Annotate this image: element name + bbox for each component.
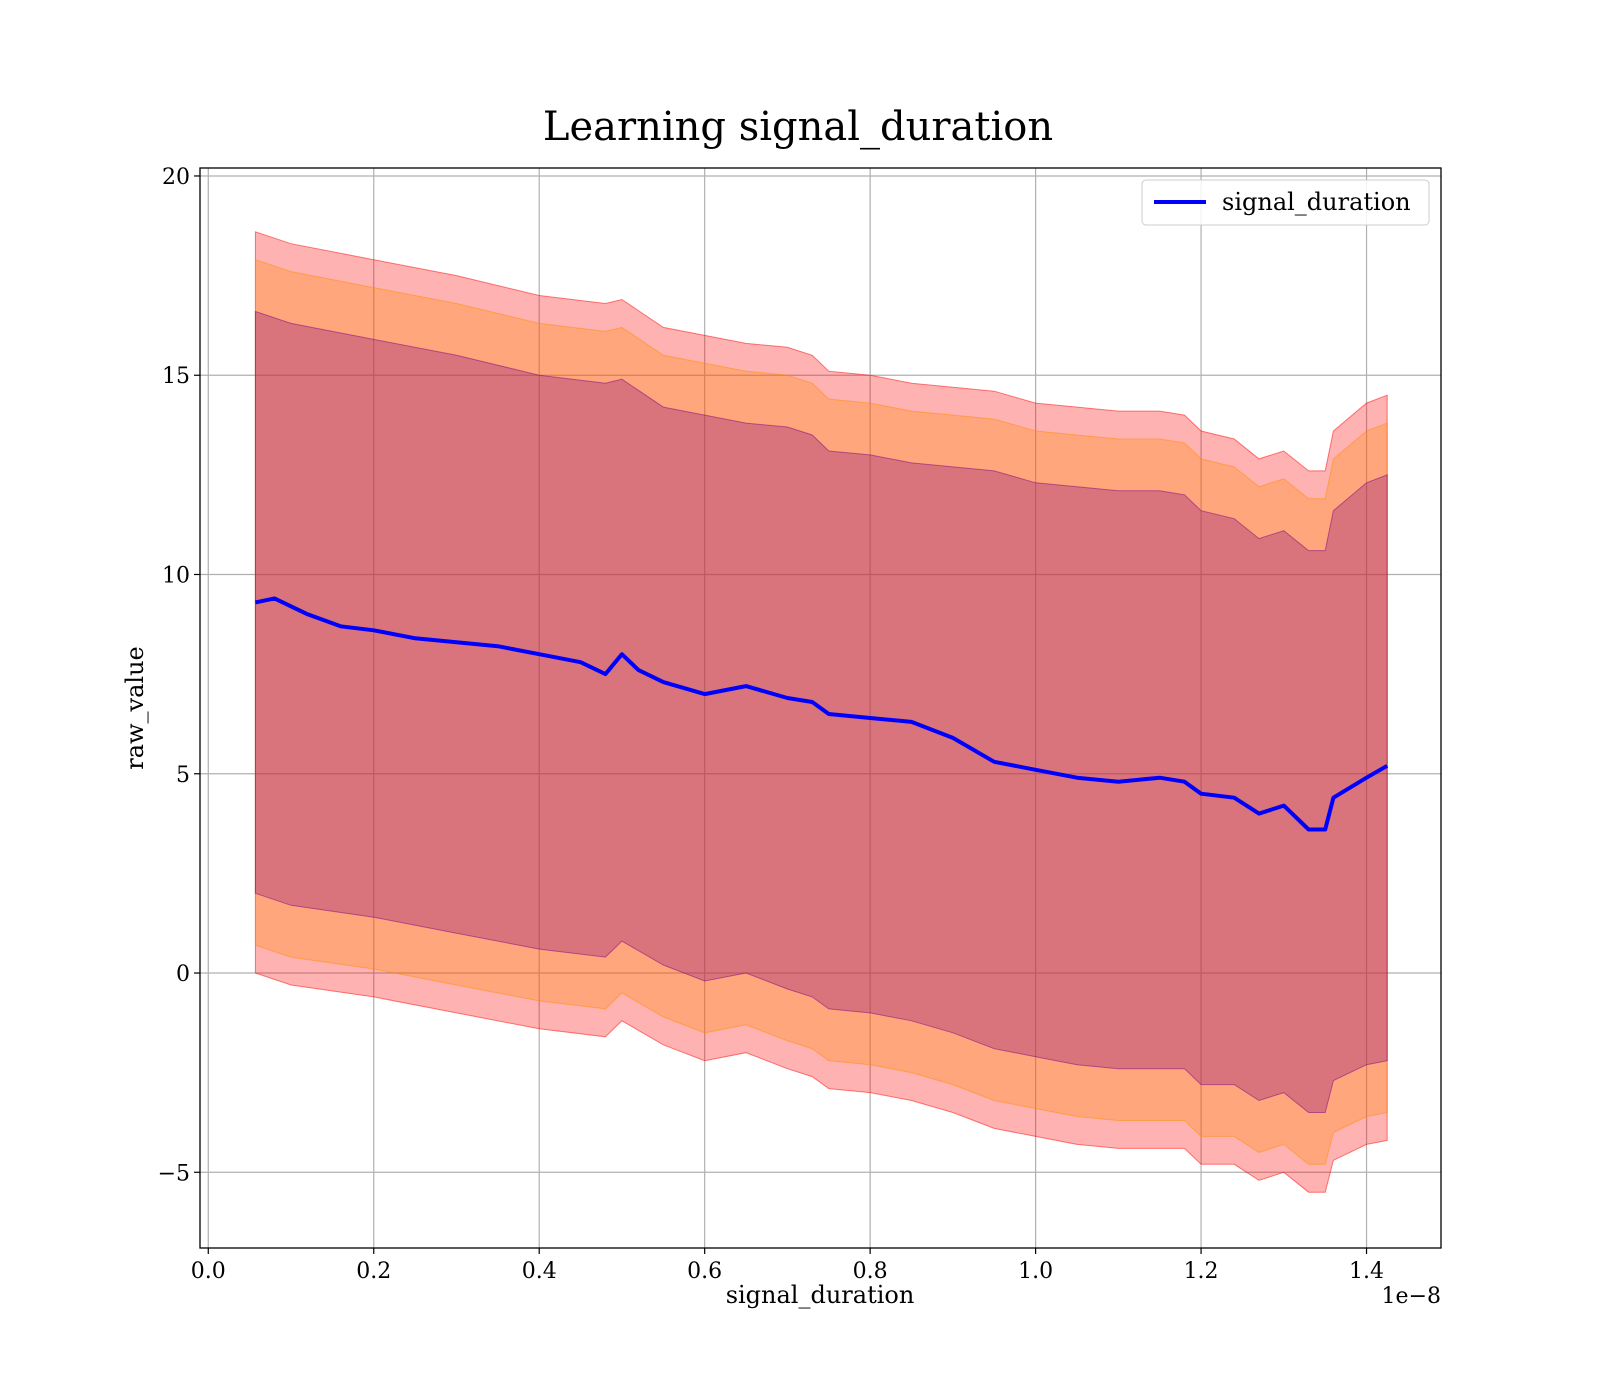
x-tick-label: 1.0 (1018, 1259, 1053, 1284)
series-line-signal-duration (254, 596, 1389, 832)
x-tick-label: 0.0 (191, 1259, 226, 1284)
y-tick-label: 5 (176, 763, 190, 788)
y-axis-label: raw_value (121, 646, 149, 770)
y-tick-label: 0 (176, 962, 190, 987)
confidence-band (254, 310, 1388, 1113)
y-tick-label: −5 (158, 1161, 190, 1186)
confidence-band (254, 259, 1388, 1165)
y-tick-label: 15 (162, 364, 190, 389)
x-tick-label: 1.2 (1184, 1259, 1219, 1284)
x-axis-offset-label: 1e−8 (1382, 1284, 1441, 1309)
confidence-band (254, 231, 1388, 1193)
x-tick-label: 0.6 (687, 1259, 722, 1284)
y-tick-label: 10 (162, 563, 190, 588)
legend-box (1141, 179, 1430, 226)
y-tick-label: 20 (162, 165, 190, 190)
legend-entry: signal_duration (1222, 188, 1411, 216)
axis-ticks: 0.0 0.2 0.4 0.6 0.8 1.0 1.2 1.4 −5 0 5 10 15 20 (158, 165, 1384, 1284)
x-tick-label: 0.4 (522, 1259, 557, 1284)
plot-frame (199, 167, 1442, 1249)
x-tick-label: 1.4 (1349, 1259, 1384, 1284)
grid (200, 168, 1441, 1248)
x-tick-label: 0.2 (356, 1259, 391, 1284)
legend: signal_duration (1141, 179, 1430, 226)
x-tick-label: 0.8 (853, 1259, 888, 1284)
x-axis-label: signal_duration (726, 1281, 915, 1309)
series-lines (254, 596, 1389, 832)
confidence-bands (254, 231, 1388, 1193)
chart-title: Learning signal_duration (543, 104, 1053, 150)
